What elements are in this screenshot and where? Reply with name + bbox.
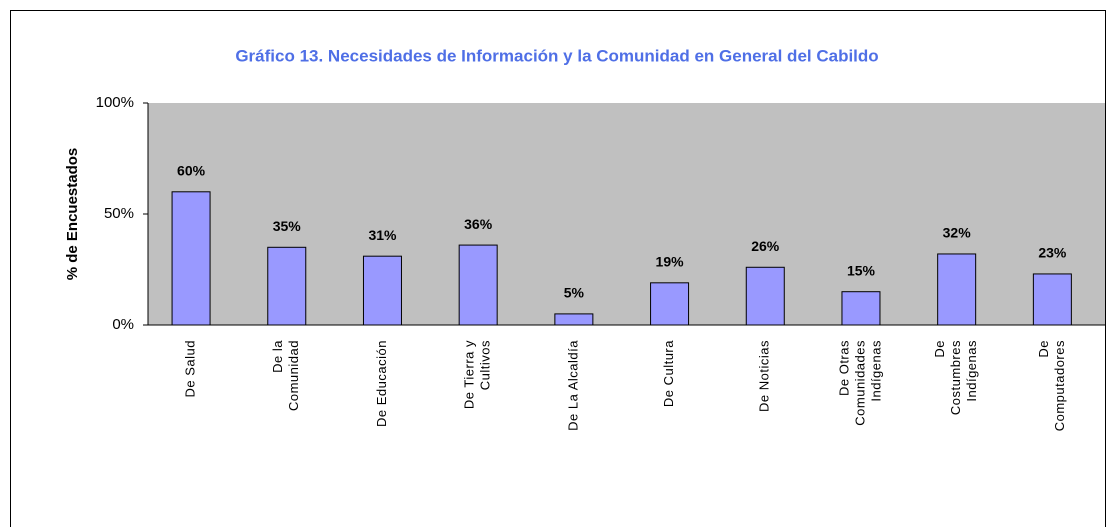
bar [458,244,498,326]
y-tick-label: 50% [104,205,134,222]
bar [937,253,977,326]
bar [171,191,211,326]
x-tick-label: De la [270,340,285,373]
value-label: 5% [564,285,585,301]
x-tick-label: De Cultura [661,340,676,407]
x-tick-label: Comunidad [286,340,301,411]
x-tick-label: Computadores [1052,340,1067,431]
bar [267,246,307,326]
value-label: 60% [177,163,206,179]
value-label: 26% [751,238,780,254]
value-label: 36% [464,216,493,232]
bar [554,313,594,326]
value-label: 23% [1038,245,1067,261]
x-tick-label: De Salud [183,340,198,397]
x-tick-label: De [1036,340,1051,358]
x-tick-label: De Educación [374,340,389,427]
y-tick-label: 0% [112,316,134,333]
x-tick-label: Indígenas [964,340,979,402]
value-label: 31% [368,227,397,243]
value-label: 35% [273,218,302,234]
bar [362,255,402,326]
bar [841,291,881,326]
x-tick-label: De [932,340,947,358]
y-axis-title: % de Encuestados [64,148,81,281]
bar [745,266,785,326]
value-label: 15% [847,262,876,278]
x-tick-label: Indígenas [868,340,883,402]
value-label: 19% [656,254,685,270]
x-tick-label: De Otras [836,340,851,396]
x-tick-label: Costumbres [948,340,963,415]
x-tick-label: Cultivos [478,340,493,390]
x-tick-label: Comunidades [852,340,867,426]
bar [650,282,690,326]
y-tick-label: 100% [96,94,134,111]
value-label: 32% [943,225,972,241]
x-tick-label: De Noticias [757,340,772,412]
x-tick-label: De Tierra y [462,340,477,409]
x-tick-label: De La Alcaldía [565,340,580,431]
chart-title: Gráfico 13. Necesidades de Información y… [235,46,878,65]
bar [1032,273,1072,326]
